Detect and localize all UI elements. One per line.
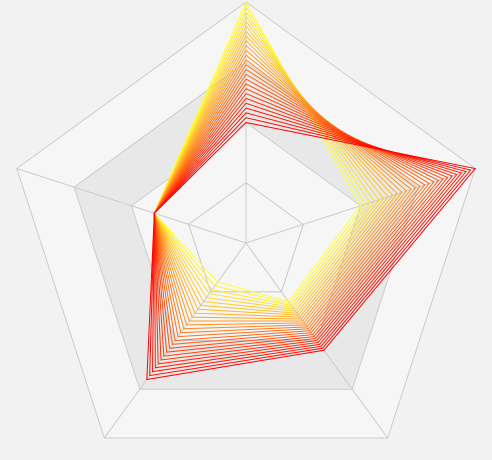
axis-line-5: [16, 168, 247, 244]
series-line-25: [149, 117, 472, 377]
series-line-22: [153, 102, 458, 365]
series-line-20: [153, 92, 449, 357]
series-line-21: [153, 97, 454, 361]
series-line-24: [152, 112, 467, 373]
series-line-26: [146, 121, 477, 381]
series-line-23: [153, 107, 463, 369]
